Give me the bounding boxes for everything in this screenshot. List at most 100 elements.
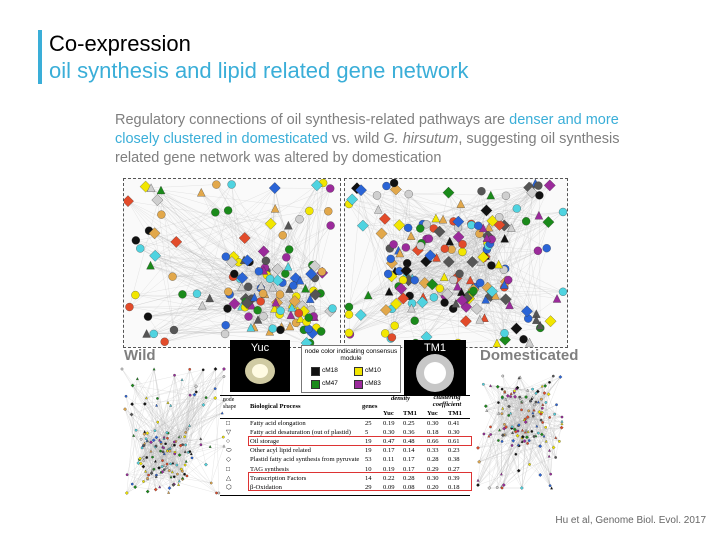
network-node [244, 282, 253, 291]
network-node [500, 486, 504, 490]
network-node [184, 431, 188, 434]
network-node [271, 297, 280, 307]
network-node [223, 304, 232, 313]
network-node [253, 315, 263, 324]
cell-c-yuc: 0.28 [427, 456, 439, 464]
network-node [150, 468, 154, 472]
network-node [241, 297, 253, 309]
network-node [189, 452, 193, 456]
network-node [270, 204, 280, 213]
cell-process: Transcription Factors [250, 474, 307, 482]
network-node [261, 256, 271, 265]
network-node [188, 393, 192, 397]
network-node [520, 434, 525, 439]
network-node [510, 444, 514, 447]
module-color-legend: node color indicating consensus module c… [301, 345, 401, 393]
network-node [184, 443, 187, 447]
network-node [228, 297, 241, 310]
network-node [130, 402, 135, 407]
network-node [142, 480, 145, 483]
cell-c-tm1: 0.41 [448, 420, 460, 427]
network-node [531, 387, 534, 391]
network-node [213, 396, 218, 400]
network-node [416, 224, 425, 233]
cell-c-yuc: 0.66 [427, 438, 439, 446]
network-node [225, 256, 238, 269]
network-node [438, 214, 448, 224]
domesticated-overview-network [476, 374, 564, 490]
network-node [178, 443, 183, 448]
network-node [222, 367, 226, 371]
network-node [440, 244, 449, 253]
network-node [517, 376, 521, 380]
cell-d-yuc: 0.19 [383, 465, 395, 473]
citation: Hu et al, Genome Biol. Evol. 2017 [555, 515, 706, 526]
network-node [250, 292, 259, 302]
network-node [525, 415, 530, 419]
cell-process: Fatty acid desaturation (out of plastid) [250, 429, 351, 437]
cell-c-tm1: 0.61 [448, 438, 460, 446]
domesticated-label: Domesticated [480, 347, 579, 364]
network-node [276, 306, 285, 315]
network-node [285, 321, 295, 331]
network-node [223, 206, 233, 215]
network-node [357, 219, 369, 232]
network-node [162, 437, 166, 440]
network-node [543, 384, 548, 388]
network-node [441, 288, 454, 300]
network-node [504, 397, 508, 401]
network-node [162, 435, 166, 439]
network-node [401, 243, 411, 252]
network-node [495, 486, 499, 489]
network-node [532, 315, 541, 324]
cell-process: Other acyl lipid related [250, 447, 311, 455]
cell-c-tm1: 0.30 [448, 429, 460, 437]
description-part2: vs. wild [327, 131, 384, 147]
cell-d-tm1: 0.14 [403, 447, 415, 455]
wild-overview-network [120, 367, 226, 495]
network-node [528, 463, 531, 466]
network-node [379, 212, 391, 225]
network-node [480, 204, 493, 217]
table-bottom-rule [220, 495, 470, 496]
network-node [244, 312, 253, 321]
network-node [205, 293, 214, 303]
cell-genes: 14 [365, 474, 372, 482]
network-node [499, 293, 512, 306]
cell-process: Plastid fatty acid synthesis from pyruva… [250, 456, 360, 464]
network-node [544, 315, 557, 328]
network-node [165, 431, 169, 434]
network-node [237, 282, 246, 292]
network-node [149, 329, 158, 339]
network-node [501, 191, 511, 200]
network-node [142, 458, 146, 462]
network-node [271, 274, 284, 287]
network-node [221, 321, 230, 330]
network-node [304, 313, 313, 322]
network-node [432, 253, 441, 262]
network-node [431, 213, 441, 223]
network-node [558, 287, 567, 296]
network-node [305, 206, 314, 216]
network-node [507, 404, 511, 409]
network-node [489, 384, 492, 387]
network-node [546, 392, 551, 397]
network-node [500, 395, 505, 400]
network-node [497, 439, 500, 442]
network-node [535, 191, 544, 200]
title-accent-bar [38, 30, 42, 84]
network-node [516, 443, 520, 447]
header-density-tm1: TM1 [403, 410, 417, 417]
network-node [544, 439, 548, 443]
network-node [500, 387, 504, 391]
network-node [278, 231, 287, 240]
network-node [480, 313, 489, 322]
network-node [148, 227, 161, 240]
cell-c-yuc: 0.33 [427, 447, 439, 455]
network-node [160, 465, 164, 468]
network-node [326, 221, 335, 230]
network-node [487, 261, 496, 270]
cell-genes: 53 [365, 456, 372, 464]
legend-swatch-cm47 [311, 380, 320, 389]
network-node [442, 255, 455, 268]
